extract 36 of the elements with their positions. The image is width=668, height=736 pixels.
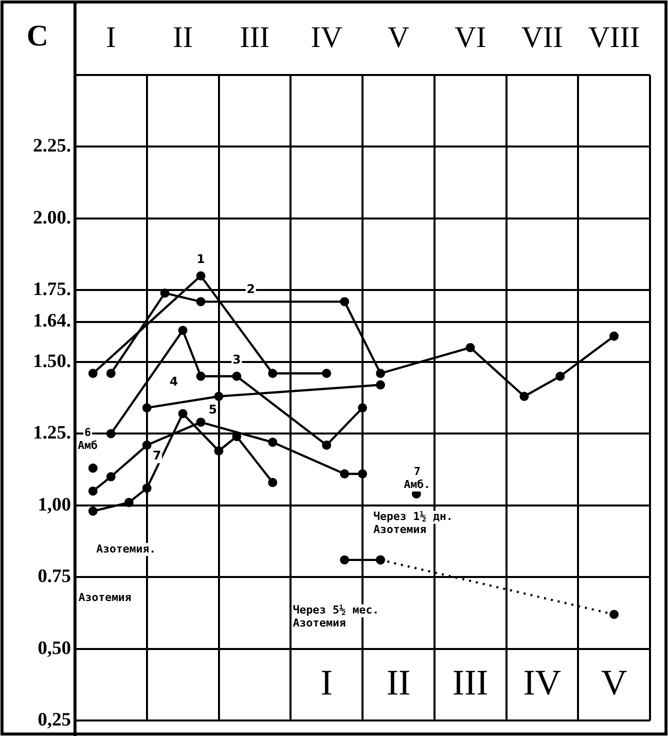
- x-tick-label: IV: [310, 20, 343, 54]
- series-label: 4: [170, 374, 178, 388]
- x-tick-label: II: [172, 20, 193, 54]
- annotation: II: [386, 662, 410, 703]
- x-tick-label: VI: [454, 20, 486, 54]
- annotation: V: [601, 662, 628, 703]
- annotation: Азотемия: [78, 590, 132, 604]
- annotation: 6 Амб: [78, 426, 98, 452]
- annotation: Азотемия.: [96, 542, 156, 556]
- annotation: III: [452, 662, 488, 703]
- annotation: Через 5½ мес. Азотемия: [292, 604, 380, 630]
- series-label: 5: [208, 402, 217, 416]
- x-tick-label: I: [106, 20, 116, 54]
- series-label: 7: [152, 448, 162, 462]
- y-tick-label: 1.50.: [33, 350, 71, 372]
- y-tick-label: 0,50: [38, 638, 71, 659]
- x-tick-label: VII: [521, 20, 564, 54]
- y-tick-label: 0,25: [38, 710, 71, 731]
- x-tick-label: III: [240, 20, 270, 54]
- y-tick-label: 0.75: [38, 566, 71, 588]
- y-axis-title: С: [26, 19, 48, 52]
- x-tick-label: V: [388, 20, 410, 54]
- y-tick-label: 1,00: [38, 494, 71, 516]
- y-tick-label: 2.25.: [33, 136, 71, 157]
- y-tick-label: 1.64.: [33, 310, 71, 332]
- x-tick-label: VIII: [588, 20, 640, 54]
- y-tick-label: 1.75.: [33, 279, 71, 300]
- series-label: 3: [232, 352, 241, 366]
- annotation: Через 1½ дн. Азотемия: [373, 510, 453, 536]
- annotation: I: [320, 662, 333, 703]
- annotation: 7 Амб.: [404, 464, 430, 491]
- series-label: 2: [246, 282, 255, 296]
- annotation: IV: [523, 662, 562, 703]
- series-label: 1: [196, 252, 205, 266]
- y-tick-label: 2.00.: [33, 207, 71, 228]
- y-tick-label: 1.25.: [33, 422, 71, 444]
